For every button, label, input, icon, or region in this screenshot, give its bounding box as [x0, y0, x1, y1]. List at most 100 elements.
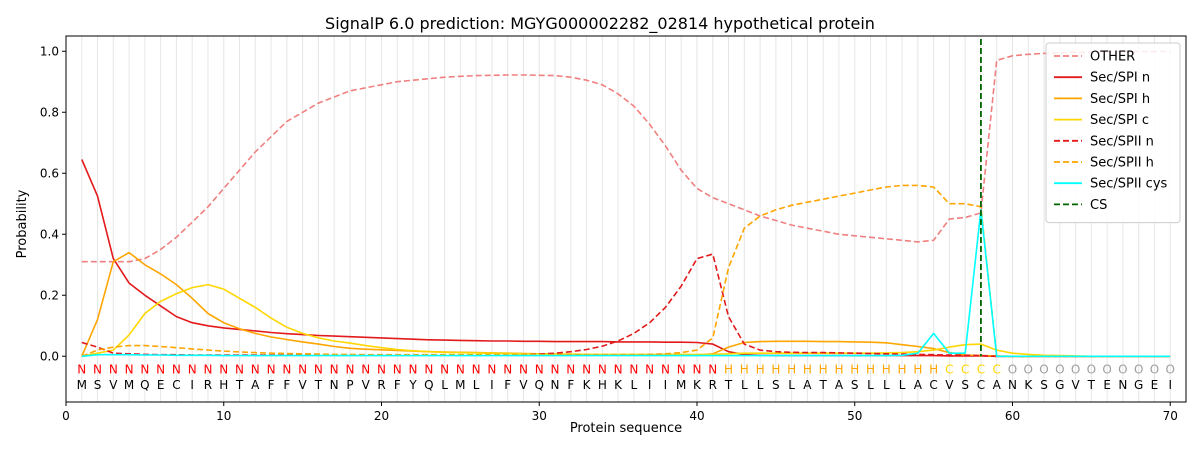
residue-label: L	[631, 378, 638, 392]
y-tick-label: 0.6	[40, 166, 59, 180]
y-tick-label: 0.2	[40, 288, 59, 302]
chart-title: SignalP 6.0 prediction: MGYG000002282_02…	[325, 14, 875, 34]
region-label: N	[566, 363, 575, 377]
residue-label: V	[362, 378, 371, 392]
region-label: H	[866, 363, 875, 377]
region-label: N	[235, 363, 244, 377]
region-label: H	[850, 363, 859, 377]
residue-label: P	[346, 378, 353, 392]
residue-label: E	[1103, 378, 1111, 392]
region-label: N	[487, 363, 496, 377]
residue-label: F	[504, 378, 511, 392]
residue-label: F	[268, 378, 275, 392]
residue-label: L	[741, 378, 748, 392]
series-line-sec-spii-cys	[81, 209, 1171, 358]
x-axis-label: Protein sequence	[570, 421, 682, 436]
residue-label: A	[914, 378, 923, 392]
residue-label: L	[757, 378, 764, 392]
legend-label: Sec/SPII n	[1090, 134, 1154, 149]
x-tick-label: 0	[62, 409, 70, 423]
region-label: C	[993, 363, 1001, 377]
region-label: N	[140, 363, 149, 377]
residue-label: N	[1118, 378, 1127, 392]
region-label: O	[1039, 363, 1048, 377]
residue-label: S	[1040, 378, 1048, 392]
x-tick-label: 70	[1163, 409, 1178, 423]
region-label: N	[661, 363, 670, 377]
residue-label: L	[899, 378, 906, 392]
region-label: H	[771, 363, 780, 377]
region-label: N	[330, 363, 339, 377]
residue-label: S	[772, 378, 780, 392]
series-line-sec-spi-c	[81, 283, 1171, 358]
region-label: N	[109, 363, 118, 377]
region-label: N	[125, 363, 134, 377]
region-label: N	[77, 363, 86, 377]
region-label: N	[219, 363, 228, 377]
region-label: N	[456, 363, 465, 377]
region-label: H	[803, 363, 812, 377]
region-label: N	[598, 363, 607, 377]
residue-label: K	[583, 378, 592, 392]
region-label: N	[551, 363, 560, 377]
residue-label: V	[519, 378, 528, 392]
region-label: H	[724, 363, 733, 377]
y-tick-label: 1.0	[40, 44, 59, 58]
legend: OTHER Sec/SPI n Sec/SPI h Sec/SPI c Sec/SPII…	[1045, 42, 1181, 224]
region-label: N	[314, 363, 323, 377]
region-label: N	[519, 363, 528, 377]
region-label: N	[345, 363, 354, 377]
residue-label: N	[551, 378, 560, 392]
residue-label: L	[473, 378, 480, 392]
residue-label: L	[788, 378, 795, 392]
residue-label: Q	[140, 378, 149, 392]
legend-box	[1045, 42, 1181, 224]
residue-label: V	[945, 378, 954, 392]
region-label: O	[1055, 363, 1064, 377]
residue-label: F	[283, 378, 290, 392]
legend-label: Sec/SPI h	[1090, 92, 1150, 107]
region-label: O	[1150, 363, 1159, 377]
legend-label: Sec/SPII h	[1090, 156, 1154, 171]
region-label: H	[756, 363, 765, 377]
series-line-sec-spi-h	[81, 251, 1171, 358]
residue-label: I	[1168, 378, 1172, 392]
grid-layer	[81, 36, 1171, 402]
region-label: C	[961, 363, 969, 377]
region-label: N	[188, 363, 197, 377]
residue-label: R	[377, 378, 385, 392]
legend-label: OTHER	[1090, 50, 1135, 65]
residue-label: G	[1134, 378, 1143, 392]
series-line-other	[81, 50, 1171, 263]
axes-layer: 0 10 20 30 40 50 60 70 0.0 0.2 0.4 0.6 0.8 1.0	[40, 35, 1187, 423]
residue-label: R	[709, 378, 717, 392]
region-label: N	[251, 363, 260, 377]
residue-label: G	[1055, 378, 1064, 392]
region-label: O	[1102, 363, 1111, 377]
residue-label: A	[993, 378, 1002, 392]
residue-label: N	[1008, 378, 1017, 392]
y-axis-label: Probability	[15, 189, 30, 258]
residue-label: M	[124, 378, 134, 392]
residue-label: E	[157, 378, 165, 392]
residue-label: M	[77, 378, 87, 392]
region-label: N	[440, 363, 449, 377]
region-label: N	[203, 363, 212, 377]
legend-label: CS	[1090, 198, 1107, 213]
region-label: O	[1071, 363, 1080, 377]
residue-label: T	[235, 378, 244, 392]
residue-label: I	[190, 378, 194, 392]
region-label: N	[424, 363, 433, 377]
region-label: H	[929, 363, 938, 377]
region-label: H	[834, 363, 843, 377]
x-tick-label: 30	[532, 409, 547, 423]
residue-label: R	[204, 378, 212, 392]
region-label: N	[377, 363, 386, 377]
region-label: N	[645, 363, 654, 377]
region-label: H	[913, 363, 922, 377]
residue-label: K	[693, 378, 702, 392]
y-tick-label: 0.0	[40, 349, 59, 363]
x-tick-label: 50	[847, 409, 862, 423]
